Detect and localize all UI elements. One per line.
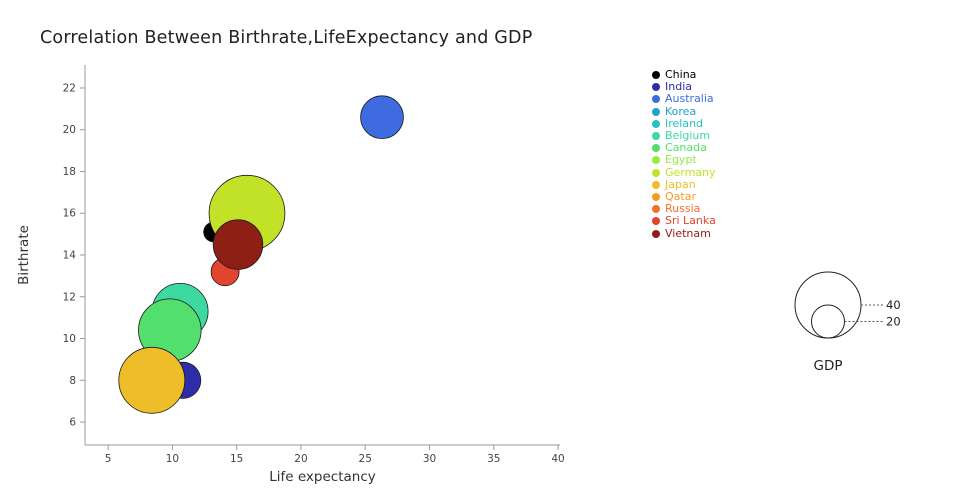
legend-label: Korea (665, 104, 697, 118)
legend-swatch-icon (652, 156, 660, 165)
bubble-japan[interactable] (118, 346, 186, 414)
legend-label: Ireland (665, 116, 704, 130)
y-tick-label: 18 (63, 166, 76, 178)
size-legend-circle-20 (811, 304, 845, 339)
x-tick-label: 25 (359, 453, 372, 465)
size-legend-value-20: 20 (886, 315, 901, 329)
y-tick-label: 20 (63, 124, 76, 136)
legend-swatch-icon (652, 229, 660, 238)
legend-swatch-icon (652, 107, 660, 116)
y-axis-title: Birthrate (16, 225, 32, 285)
legend-swatch-icon (652, 71, 660, 80)
legend-item-ireland[interactable]: Ireland (652, 116, 716, 130)
legend-label: China (665, 68, 697, 82)
x-axis-title: Life expectancy (269, 469, 376, 485)
chart-legend: China India Australia Korea Ireland Belgium Ca… (652, 69, 716, 240)
bubble-australia[interactable] (360, 95, 404, 139)
legend-label: Vietnam (665, 226, 711, 240)
legend-swatch-icon (652, 168, 660, 177)
y-tick-label: 12 (63, 291, 76, 303)
legend-swatch-icon (652, 144, 660, 153)
x-tick-label: 15 (230, 453, 243, 465)
legend-item-japan[interactable]: Japan (652, 177, 716, 191)
size-legend-title: GDP (814, 358, 843, 374)
x-tick-label: 5 (105, 453, 112, 465)
legend-swatch-icon (652, 192, 660, 201)
legend-swatch-icon (652, 217, 660, 226)
legend-swatch-icon (652, 205, 660, 214)
x-tick-label: 30 (423, 453, 436, 465)
legend-item-australia[interactable]: Australia (652, 93, 716, 105)
legend-swatch-icon (652, 95, 660, 104)
y-tick-label: 14 (63, 250, 77, 262)
legend-label: Sri Lanka (665, 214, 716, 228)
legend-item-egypt[interactable]: Egypt (652, 154, 716, 166)
legend-label: Qatar (665, 189, 696, 203)
legend-label: Japan (665, 177, 696, 191)
y-tick-label: 8 (69, 375, 76, 387)
legend-item-vietnam[interactable]: Vietnam (652, 227, 716, 239)
y-tick-label: 6 (69, 417, 76, 429)
x-tick-label: 35 (487, 453, 500, 465)
legend-label: Australia (665, 92, 714, 106)
legend-label: Belgium (665, 129, 711, 143)
legend-label: India (665, 80, 692, 94)
legend-label: Russia (665, 202, 701, 216)
legend-label: Canada (665, 141, 707, 155)
legend-item-sri-lanka[interactable]: Sri Lanka (652, 215, 716, 227)
size-legend-value-40: 40 (886, 298, 901, 312)
chart-title: Correlation Between Birthrate,LifeExpect… (40, 28, 533, 48)
legend-item-russia[interactable]: Russia (652, 203, 716, 215)
y-tick-label: 10 (63, 333, 76, 345)
bubble-vietnam[interactable] (212, 219, 264, 270)
y-tick-label: 16 (63, 208, 77, 220)
legend-item-korea[interactable]: Korea (652, 104, 716, 118)
legend-item-germany[interactable]: Germany (652, 165, 716, 179)
legend-item-belgium[interactable]: Belgium (652, 130, 716, 142)
legend-swatch-icon (652, 180, 660, 189)
legend-item-india[interactable]: India (652, 81, 716, 93)
legend-swatch-icon (652, 83, 660, 92)
legend-swatch-icon (652, 119, 660, 128)
legend-item-qatar[interactable]: Qatar (652, 189, 716, 203)
x-tick-label: 10 (166, 453, 179, 465)
x-tick-label: 20 (294, 453, 307, 465)
legend-item-canada[interactable]: Canada (652, 142, 716, 154)
legend-item-china[interactable]: China (652, 69, 716, 81)
x-tick-label: 40 (551, 453, 564, 465)
y-tick-label: 22 (63, 82, 76, 94)
legend-label: Germany (665, 165, 716, 179)
legend-label: Egypt (665, 153, 697, 167)
legend-swatch-icon (652, 132, 660, 141)
